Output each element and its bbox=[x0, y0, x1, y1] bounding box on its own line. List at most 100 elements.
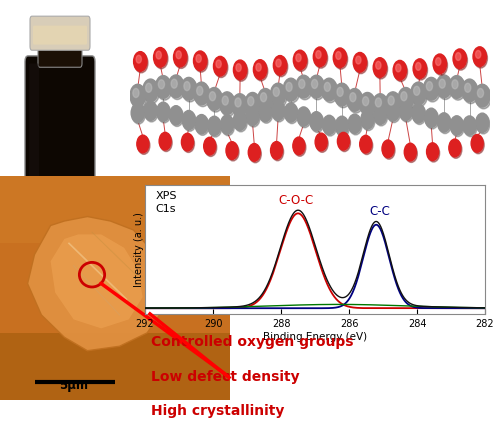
Circle shape bbox=[137, 135, 149, 153]
Circle shape bbox=[401, 92, 407, 101]
Circle shape bbox=[450, 141, 462, 158]
Circle shape bbox=[131, 103, 144, 123]
FancyBboxPatch shape bbox=[29, 64, 39, 188]
Circle shape bbox=[144, 101, 157, 120]
Circle shape bbox=[382, 140, 394, 158]
Circle shape bbox=[143, 79, 158, 102]
Circle shape bbox=[411, 82, 426, 105]
Circle shape bbox=[476, 50, 481, 58]
Circle shape bbox=[478, 89, 484, 98]
Bar bbox=[0, 333, 230, 400]
Circle shape bbox=[388, 103, 400, 123]
Text: 5μm: 5μm bbox=[59, 379, 88, 392]
Circle shape bbox=[372, 94, 388, 117]
Circle shape bbox=[146, 83, 152, 92]
Circle shape bbox=[204, 139, 217, 157]
Circle shape bbox=[293, 137, 305, 155]
Circle shape bbox=[196, 116, 209, 135]
Circle shape bbox=[183, 112, 196, 131]
Circle shape bbox=[414, 60, 428, 80]
Circle shape bbox=[297, 77, 312, 100]
Circle shape bbox=[362, 111, 375, 131]
Circle shape bbox=[374, 105, 386, 124]
Circle shape bbox=[404, 143, 416, 161]
Circle shape bbox=[334, 83, 349, 106]
Circle shape bbox=[434, 55, 448, 75]
Circle shape bbox=[182, 133, 194, 151]
Circle shape bbox=[184, 82, 190, 91]
Circle shape bbox=[453, 49, 466, 69]
Circle shape bbox=[259, 102, 272, 122]
Circle shape bbox=[158, 80, 164, 89]
Circle shape bbox=[356, 56, 361, 64]
Circle shape bbox=[226, 142, 238, 160]
Circle shape bbox=[270, 141, 282, 159]
Circle shape bbox=[208, 89, 224, 112]
Circle shape bbox=[406, 145, 417, 163]
Text: High crystallinity: High crystallinity bbox=[151, 405, 284, 418]
FancyBboxPatch shape bbox=[30, 16, 90, 50]
Circle shape bbox=[464, 83, 471, 92]
Y-axis label: Intensity (a. u.): Intensity (a. u.) bbox=[134, 212, 143, 287]
Circle shape bbox=[388, 96, 394, 105]
Polygon shape bbox=[28, 217, 166, 351]
Circle shape bbox=[347, 89, 362, 111]
Circle shape bbox=[294, 52, 308, 71]
Circle shape bbox=[195, 114, 208, 134]
Circle shape bbox=[144, 81, 160, 104]
Circle shape bbox=[248, 144, 260, 161]
Circle shape bbox=[195, 84, 210, 107]
Circle shape bbox=[138, 137, 150, 154]
Circle shape bbox=[449, 76, 464, 98]
Circle shape bbox=[220, 115, 234, 134]
Circle shape bbox=[171, 79, 177, 88]
Circle shape bbox=[159, 132, 171, 150]
Circle shape bbox=[156, 51, 162, 59]
Circle shape bbox=[134, 52, 147, 71]
Circle shape bbox=[338, 134, 350, 152]
Circle shape bbox=[436, 75, 452, 98]
FancyBboxPatch shape bbox=[33, 26, 87, 45]
Circle shape bbox=[472, 136, 484, 154]
Circle shape bbox=[156, 76, 171, 98]
Circle shape bbox=[348, 114, 361, 133]
Circle shape bbox=[463, 116, 476, 135]
Circle shape bbox=[385, 92, 400, 114]
Circle shape bbox=[413, 105, 426, 125]
Circle shape bbox=[416, 62, 421, 71]
Circle shape bbox=[464, 117, 477, 137]
Circle shape bbox=[414, 86, 420, 95]
Circle shape bbox=[170, 106, 182, 125]
Circle shape bbox=[182, 135, 194, 153]
Circle shape bbox=[337, 87, 343, 96]
Circle shape bbox=[450, 77, 466, 100]
Circle shape bbox=[170, 107, 183, 126]
Circle shape bbox=[235, 98, 241, 107]
Circle shape bbox=[324, 117, 336, 136]
Circle shape bbox=[336, 85, 351, 108]
Circle shape bbox=[260, 93, 266, 102]
FancyBboxPatch shape bbox=[25, 56, 95, 196]
Circle shape bbox=[471, 135, 483, 152]
Circle shape bbox=[336, 116, 348, 135]
Circle shape bbox=[396, 64, 401, 72]
Circle shape bbox=[310, 112, 323, 131]
Circle shape bbox=[273, 87, 280, 96]
Circle shape bbox=[324, 83, 330, 92]
Circle shape bbox=[194, 51, 207, 71]
Circle shape bbox=[353, 52, 366, 72]
X-axis label: Binding Energy (eV): Binding Energy (eV) bbox=[263, 332, 367, 341]
Circle shape bbox=[439, 79, 446, 88]
Circle shape bbox=[361, 110, 374, 129]
Circle shape bbox=[284, 103, 298, 122]
Circle shape bbox=[360, 137, 373, 154]
Circle shape bbox=[314, 47, 326, 67]
Circle shape bbox=[181, 77, 196, 100]
Circle shape bbox=[182, 79, 198, 102]
Circle shape bbox=[154, 48, 167, 67]
Circle shape bbox=[260, 104, 273, 123]
Circle shape bbox=[234, 61, 248, 81]
Circle shape bbox=[426, 110, 439, 129]
Circle shape bbox=[336, 118, 349, 137]
Circle shape bbox=[209, 118, 222, 137]
